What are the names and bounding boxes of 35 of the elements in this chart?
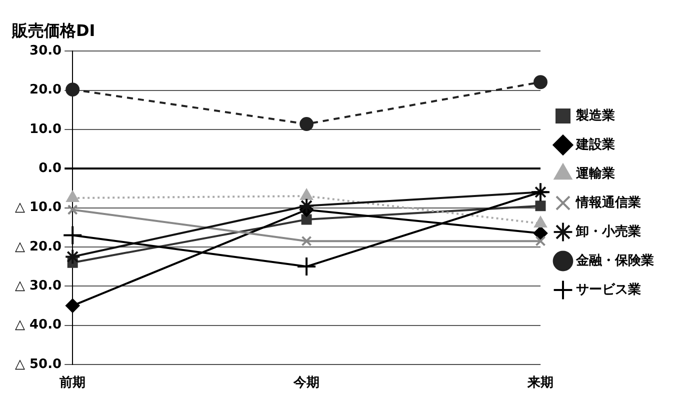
point [66,191,79,202]
x-tick-label: 前期 [58,376,86,391]
chart-title: 販売価格DI [11,20,96,40]
point [535,200,546,212]
point [535,236,546,246]
point [301,236,312,246]
y-tick-label: 30.0 [30,44,62,59]
legend-label: 情報通信業 [575,194,641,210]
legend-label: 建設業 [575,136,615,152]
y-tick-label: △ 50.0 [14,356,62,372]
y-tick-label: 10.0 [30,122,62,137]
y-tick-label: △ 40.0 [14,318,62,333]
legend-label: 運輸業 [575,166,615,182]
point [534,226,548,240]
y-tick-label: △ 20.0 [14,239,62,254]
y-tick-label: △ 10.0 [14,200,62,216]
point [300,117,314,132]
legend-label: 金融・保険業 [575,253,654,268]
point [298,198,315,214]
point [67,204,78,215]
y-tick-label: 20.0 [30,82,62,98]
point [300,189,313,200]
legend-label: サービス業 [576,282,641,298]
x-tick-label: 来期 [526,376,554,391]
point [534,75,548,90]
y-tick-label: 0.0 [38,161,62,176]
point [64,248,81,265]
legend-label: 卸・小売業 [575,224,641,240]
point [301,214,312,225]
point [66,298,80,313]
y-tick-label: △ 30.0 [14,278,62,294]
point [62,225,83,246]
x-tick-label: 今期 [292,376,320,391]
point [296,256,317,277]
legend-label: 製造業 [575,108,615,124]
